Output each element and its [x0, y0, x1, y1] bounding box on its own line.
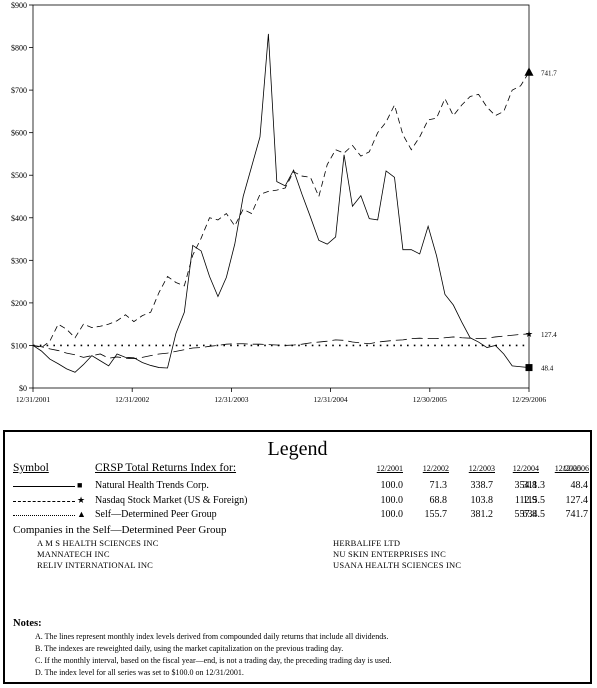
table-cell: 338.7: [470, 480, 494, 491]
star-marker-icon: ★: [77, 495, 86, 505]
table-cell: 103.8: [470, 495, 494, 506]
year-header: 12/2001: [376, 464, 403, 473]
peer-company: HERBALIFE LTD: [333, 538, 401, 548]
table-cell: 741.7: [565, 509, 589, 520]
note-text: B. The indexes are reweighted daily, usi…: [35, 644, 344, 653]
year-header: 12/2002: [422, 464, 449, 473]
table-cell: 354.8: [514, 480, 538, 491]
y-tick-label: $400: [11, 214, 27, 223]
symbol-header: Symbol: [13, 462, 49, 474]
peer-company: NU SKIN ENTERPRISES INC: [333, 549, 446, 559]
y-tick-label: $900: [11, 1, 27, 10]
table-cell: 71.3: [429, 480, 448, 491]
table-cell: 100.0: [380, 495, 404, 506]
year-header: 12/2006: [562, 464, 589, 473]
triangle-marker: [524, 67, 534, 76]
short-dash-line-symbol: [13, 515, 75, 516]
peer-group-title: Companies in the Self—Determined Peer Gr…: [13, 524, 227, 536]
table-cell: 634.5: [522, 509, 546, 520]
x-tick-label: 12/31/2004: [314, 395, 348, 404]
legend-title: Legend: [267, 438, 328, 460]
table-cell: 68.8: [429, 495, 448, 506]
square-marker-icon: ■: [77, 480, 83, 490]
end-value-label: 127.4: [541, 331, 557, 339]
note-text: A. The lines represent monthly index lev…: [35, 632, 389, 641]
peer-company: MANNATECH INC: [37, 549, 110, 559]
index-header: CRSP Total Returns Index for:: [95, 462, 237, 474]
star-marker: ★: [525, 329, 533, 339]
line-chart: $0 $100 $200 $300 $400 $500 $600 $700 $800 $900 1…: [11, 1, 557, 404]
note-text: C. If the monthly interval, based on the…: [35, 656, 392, 665]
table-cell: 557.8: [514, 509, 538, 520]
series-line-solid: [32, 33, 530, 373]
y-tick-label: $600: [11, 129, 27, 138]
y-tick-label: $100: [11, 341, 27, 350]
table-cell: 100.0: [380, 480, 404, 491]
note-text: D. The index level for all series was se…: [35, 668, 244, 677]
peer-company: USANA HEALTH SCIENCES INC: [333, 560, 462, 570]
table-cell: 48.4: [570, 480, 589, 491]
series-line-longdash: [32, 333, 530, 360]
series-label: Natural Health Trends Corp.: [95, 480, 209, 491]
year-header: 12/2003: [468, 464, 495, 473]
table-cell: 155.7: [424, 509, 448, 520]
table-cell: 311.3: [522, 480, 545, 491]
y-tick-label: $700: [11, 86, 27, 95]
square-marker: [525, 364, 533, 372]
series-label: Self—Determined Peer Group: [95, 509, 217, 520]
y-tick-label: $800: [11, 44, 27, 53]
solid-line-symbol: [13, 486, 75, 487]
x-tick-label: 12/30/2005: [413, 395, 447, 404]
x-tick-label: 12/31/2003: [214, 395, 248, 404]
year-header: 12/2005: [554, 464, 581, 473]
triangle-marker-icon: ▲: [77, 509, 86, 519]
y-tick-label: $500: [11, 171, 27, 180]
series-line-shortdash: [32, 72, 530, 349]
x-tick-label: 12/29/2006: [512, 395, 546, 404]
end-value-label: 48.4: [541, 364, 554, 372]
series-label: Nasdaq Stock Market (US & Foreign): [95, 495, 248, 506]
table-cell: 381.2: [470, 509, 494, 520]
x-tick-label: 12/31/2002: [115, 395, 149, 404]
notes-title: Notes:: [13, 618, 42, 629]
y-tick-label: $300: [11, 256, 27, 265]
table-cell: 115.5: [522, 495, 545, 506]
peer-company: A M S HEALTH SCIENCES INC: [37, 538, 159, 548]
peer-company: RELIV INTERNATIONAL INC: [37, 560, 154, 570]
y-tick-label: $200: [11, 299, 27, 308]
legend-panel: Legend Symbol CRSP Total Returns Index f…: [3, 430, 592, 684]
chart-area: $0 $100 $200 $300 $400 $500 $600 $700 $800 $900 1…: [11, 1, 557, 404]
end-value-label: 741.7: [541, 69, 557, 77]
table-cell: 100.0: [380, 509, 404, 520]
x-tick-label: 12/31/2001: [16, 395, 50, 404]
y-tick-label: $0: [19, 384, 27, 393]
year-header: 12/2004: [512, 464, 539, 473]
plot-frame: [32, 4, 530, 389]
long-dash-line-symbol: [13, 501, 75, 502]
table-cell: 127.4: [565, 495, 589, 506]
table-cell: 112.9: [514, 495, 537, 506]
